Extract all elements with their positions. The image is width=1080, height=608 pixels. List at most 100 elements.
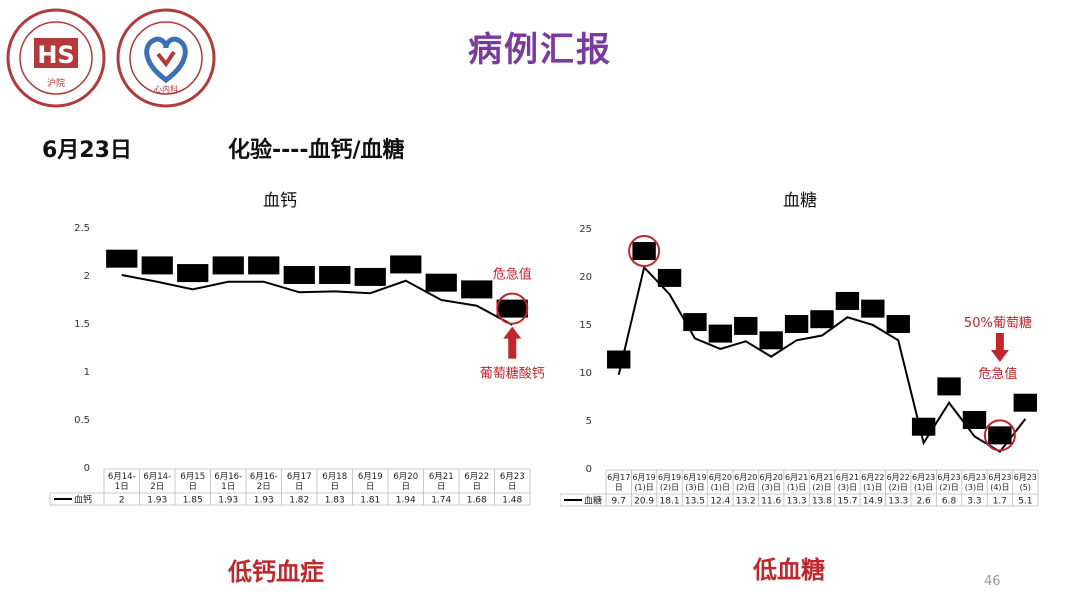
data-box-marker <box>886 315 910 333</box>
series-line <box>617 265 1027 453</box>
y-tick-label: 1.5 <box>74 319 90 330</box>
data-value-label: 1.94 <box>396 496 416 506</box>
data-box-marker <box>759 331 783 350</box>
x-category-label: (1)日 <box>787 483 806 492</box>
x-category-label: 2日 <box>150 482 164 492</box>
department-logo: 心内科 <box>116 8 216 108</box>
department-logo-text: 心内科 <box>154 84 178 94</box>
x-category-label: 6月20 <box>393 472 418 482</box>
x-category-label: 6月16- <box>214 472 242 482</box>
x-category-label: 6月22 <box>464 472 489 482</box>
x-category-label: 1日 <box>221 482 235 492</box>
x-category-label: (3)日 <box>838 483 857 492</box>
data-box-marker <box>734 316 758 335</box>
x-category-label: 6月20 <box>734 473 757 482</box>
data-box-marker <box>911 417 936 436</box>
data-box-marker <box>212 256 244 275</box>
data-box-marker <box>390 255 422 274</box>
data-value-label: 1.48 <box>502 496 522 506</box>
data-value-label: 1.81 <box>360 496 380 506</box>
test-label: 化验----血钙/血糖 <box>228 138 405 163</box>
data-value-label: 1.85 <box>183 496 203 506</box>
x-category-label: 6月20 <box>709 473 732 482</box>
legend-label: 血糖 <box>584 495 602 507</box>
x-category-label: 6月23 <box>912 473 935 482</box>
x-category-label: 6月19 <box>658 473 681 482</box>
data-value-label: 11.6 <box>761 497 781 507</box>
data-box-marker <box>106 249 138 268</box>
date-label: 6月23日 <box>42 138 132 163</box>
data-box-marker <box>657 268 682 287</box>
critical-value-circle <box>983 419 1016 452</box>
y-tick-label: 25 <box>579 224 592 235</box>
data-box-marker <box>937 377 961 396</box>
data-value-label: 15.7 <box>837 497 857 507</box>
data-box-marker <box>988 426 1012 445</box>
calcium-chart: 00.511.522.56月14-1日6月14-2日6月15日6月16-1日6月… <box>49 223 545 506</box>
x-category-label: (1)日 <box>711 483 730 492</box>
y-tick-label: 0 <box>84 463 90 474</box>
calcium-diagnosis: 低钙血症 <box>228 558 324 586</box>
data-value-label: 13.3 <box>888 497 908 507</box>
x-category-label: (2)日 <box>889 483 908 492</box>
up-arrow-icon <box>503 326 522 359</box>
x-category-label: 日 <box>330 482 339 492</box>
y-tick-label: 5 <box>586 416 592 427</box>
treatment-label: 50%葡萄糖 <box>964 315 1032 331</box>
x-category-label: 6月16- <box>250 472 278 482</box>
data-value-label: 13.3 <box>787 497 807 507</box>
x-category-label: 日 <box>437 482 446 492</box>
data-value-label: 1.93 <box>147 496 167 506</box>
data-value-label: 6.8 <box>942 497 957 507</box>
x-category-label: 6月23 <box>963 473 986 482</box>
data-box-marker <box>810 310 834 329</box>
data-value-label: 2.6 <box>916 497 931 507</box>
x-category-label: 6月18 <box>322 472 347 482</box>
x-category-label: 2日 <box>257 482 271 492</box>
x-category-label: 6月21 <box>836 473 859 482</box>
y-tick-label: 0.5 <box>74 415 90 426</box>
data-box-marker <box>861 299 885 318</box>
data-box-marker <box>425 273 457 292</box>
x-category-label: (1)日 <box>863 483 882 492</box>
x-category-label: 6月17 <box>287 472 312 482</box>
data-value-label: 1.68 <box>467 496 487 506</box>
y-tick-label: 0 <box>586 464 592 475</box>
x-category-label: 6月23 <box>500 472 525 482</box>
x-category-label: (2)日 <box>812 483 831 492</box>
x-category-label: 日 <box>366 482 375 492</box>
x-category-label: 6月15 <box>180 472 205 482</box>
data-box-marker <box>319 266 351 284</box>
data-box-marker <box>708 324 733 343</box>
data-box-marker <box>177 264 209 283</box>
critical-value-circle <box>628 235 661 268</box>
y-tick-label: 2.5 <box>74 223 90 234</box>
x-category-label: 6月20 <box>760 473 783 482</box>
hospital-logo-letters: HS <box>37 41 74 69</box>
data-box-marker <box>962 411 987 429</box>
data-value-label: 1.74 <box>431 496 451 506</box>
x-category-label: 6月21 <box>785 473 808 482</box>
data-box-marker <box>607 350 631 369</box>
treatment-label: 葡萄糖酸钙 <box>480 366 545 382</box>
x-category-label: 日 <box>508 482 517 492</box>
glucose-diagnosis: 低血糖 <box>753 556 825 584</box>
y-tick-label: 1 <box>84 367 90 378</box>
critical-value-label: 危急值 <box>978 366 1017 382</box>
x-category-label: 日 <box>188 482 197 492</box>
critical-value-label: 危急值 <box>493 267 532 283</box>
data-value-label: 2 <box>119 496 125 506</box>
hospital-logo: HS 沪院 <box>6 8 106 108</box>
data-box-marker <box>354 267 386 286</box>
x-category-label: (3)日 <box>762 483 781 492</box>
x-category-label: 6月22 <box>887 473 910 482</box>
x-category-label: 6月22 <box>861 473 884 482</box>
data-box-marker <box>248 256 280 275</box>
x-category-label: (1)日 <box>914 483 933 492</box>
x-category-label: 6月17 <box>607 473 630 482</box>
data-value-label: 1.93 <box>254 496 274 506</box>
data-box-marker <box>496 299 528 318</box>
hospital-logo-text: 沪院 <box>47 77 65 89</box>
down-arrow-icon <box>990 333 1009 362</box>
x-category-label: (2)日 <box>736 483 755 492</box>
